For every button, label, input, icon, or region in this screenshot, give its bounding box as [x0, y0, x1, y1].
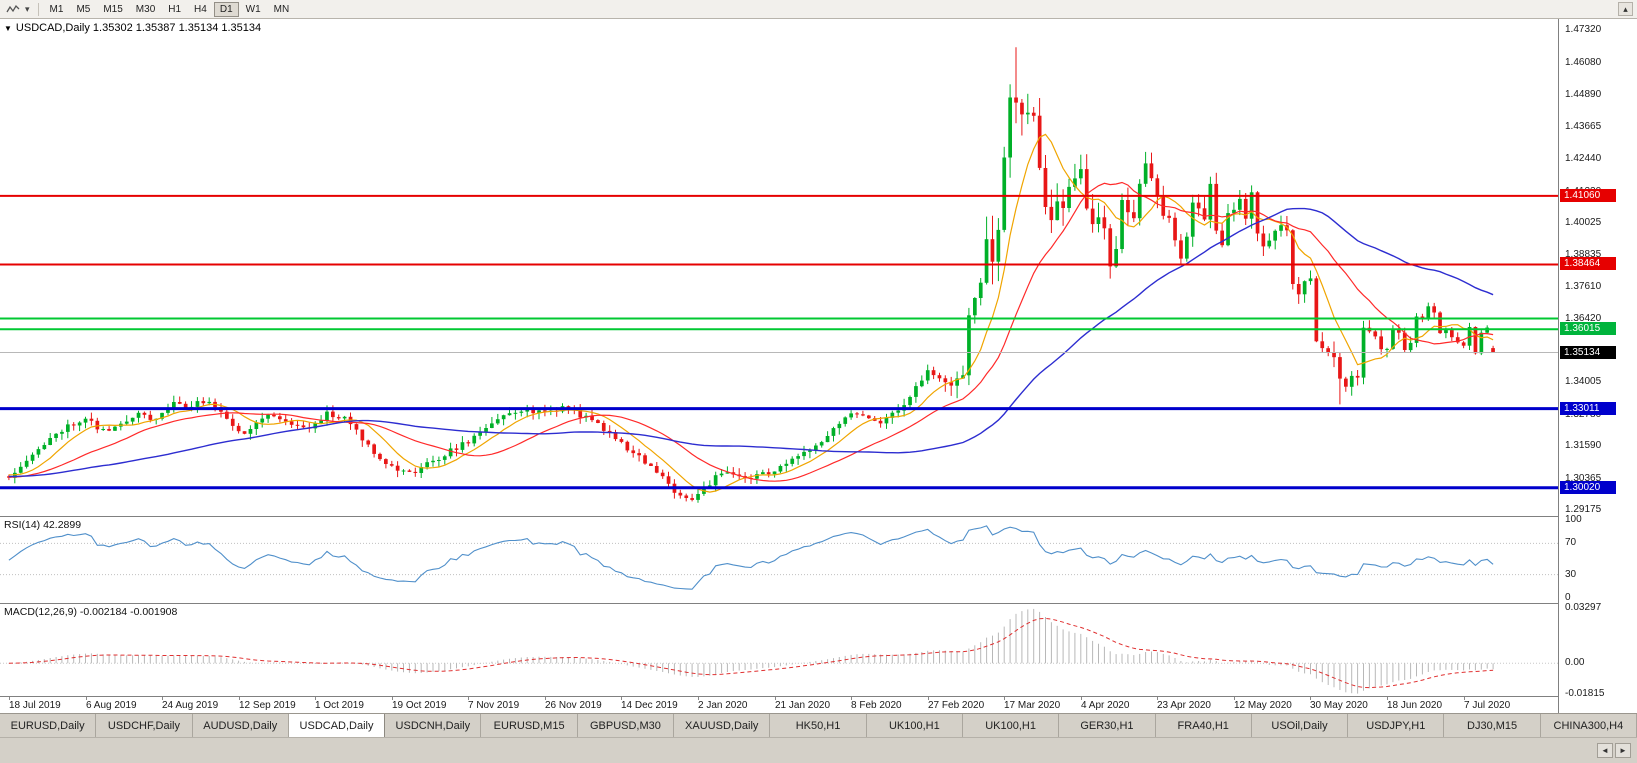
price-axis-tick: 1.42440 [1565, 153, 1602, 164]
chart-tab-audusd-daily[interactable]: AUDUSD,Daily [192, 714, 289, 737]
time-axis-label: 18 Jun 2020 [1387, 697, 1443, 711]
tab-scroll-right-button[interactable]: ► [1615, 743, 1631, 758]
price-axis-tick: 1.38835 [1565, 249, 1602, 260]
chart-line-icon[interactable] [4, 3, 22, 15]
price-badge-1.30020: 1.30020 [1560, 481, 1616, 494]
chart-area: ▼ USDCAD,Daily 1.35302 1.35387 1.35134 1.… [0, 19, 1637, 713]
chevron-down-icon[interactable]: ▾ [25, 3, 30, 14]
price-axis[interactable]: 1.473201.460801.448901.436651.424401.412… [1559, 19, 1637, 713]
price-axis-tick: 1.44890 [1565, 89, 1602, 100]
tab-scroll-left-button[interactable]: ◄ [1597, 743, 1613, 758]
chart-tab-usdcnh-daily[interactable]: USDCNH,Daily [385, 714, 482, 737]
time-axis-label: 12 May 2020 [1234, 697, 1292, 711]
price-badge-1.41060: 1.41060 [1560, 189, 1616, 202]
time-axis-label: 26 Nov 2019 [545, 697, 602, 711]
price-badge-1.35134: 1.35134 [1560, 346, 1616, 359]
time-axis-label: 18 Jul 2019 [9, 697, 61, 711]
macd-axis-tick: -0.01815 [1565, 688, 1605, 699]
chart-tab-gbpusd-m30[interactable]: GBPUSD,M30 [577, 714, 675, 737]
time-axis[interactable]: 18 Jul 2019 6 Aug 2019 24 Aug 2019 12 Sep 2… [0, 696, 1558, 713]
price-axis-tick: 1.37610 [1565, 281, 1602, 292]
time-axis-label: 30 May 2020 [1310, 697, 1368, 711]
rsi-axis-tick: 0 [1565, 592, 1571, 603]
price-axis-tick: 1.36420 [1565, 313, 1602, 324]
chart-tab-eurusd-daily[interactable]: EURUSD,Daily [0, 714, 97, 737]
price-axis-tick: 1.43665 [1565, 121, 1602, 132]
time-axis-label: 27 Feb 2020 [928, 697, 985, 711]
chart-tab-bar: EURUSD,Daily USDCHF,Daily AUDUSD,Daily USDC… [0, 713, 1637, 737]
timeframe-m1[interactable]: M1 [49, 3, 64, 15]
candlestick-chart[interactable] [0, 19, 1558, 516]
macd-label: MACD(12,26,9) -0.002184 -0.001908 [4, 606, 178, 618]
top-toolbar: ▾ M1 M5 M15 M30 H1 H4 D1 W1 MN ▴ [0, 0, 1637, 19]
macd-axis-tick: 0.03297 [1565, 602, 1602, 613]
time-axis-label: 17 Mar 2020 [1004, 697, 1061, 711]
chart-tab-usoil-daily[interactable]: USOil,Daily [1251, 714, 1349, 737]
chart-tab-dj30-m15[interactable]: DJ30,M15 [1444, 714, 1541, 737]
chart-tab-china300-h4[interactable]: CHINA300,H4 [1540, 714, 1637, 737]
macd-panel[interactable]: MACD(12,26,9) -0.002184 -0.001908 [0, 603, 1558, 696]
timeframe-h1[interactable]: H1 [168, 3, 182, 15]
chart-tab-eurusd-m15[interactable]: EURUSD,M15 [481, 714, 578, 737]
chart-tab-fra40-h1[interactable]: FRA40,H1 [1155, 714, 1252, 737]
rsi-chart[interactable] [0, 517, 1558, 603]
chart-panels: ▼ USDCAD,Daily 1.35302 1.35387 1.35134 1.… [0, 19, 1559, 713]
timeframe-h4[interactable]: H4 [194, 3, 207, 15]
time-axis-label: 4 Apr 2020 [1081, 697, 1130, 711]
chart-tab-usdchf-daily[interactable]: USDCHF,Daily [96, 714, 193, 737]
macd-chart[interactable] [0, 604, 1558, 696]
toolbar-separator [37, 2, 39, 16]
timeframe-buttons: M1 M5 M15 M30 H1 H4 D1 W1 MN [44, 1, 297, 17]
rsi-axis-tick: 30 [1565, 569, 1577, 580]
rsi-axis-tick: 70 [1565, 537, 1577, 548]
time-axis-label: 7 Nov 2019 [468, 697, 520, 711]
chart-tab-uk100-h1[interactable]: UK100,H1 [962, 714, 1060, 737]
price-chart-panel[interactable]: ▼ USDCAD,Daily 1.35302 1.35387 1.35134 1.… [0, 19, 1558, 516]
time-axis-label: 6 Aug 2019 [86, 697, 137, 711]
rsi-label: RSI(14) 42.2899 [4, 519, 82, 531]
price-axis-tick: 1.34005 [1565, 376, 1602, 387]
timeframe-w1[interactable]: W1 [245, 3, 261, 15]
collapse-toolbar-button[interactable]: ▴ [1618, 2, 1633, 16]
rsi-axis-tick: 100 [1565, 514, 1582, 525]
timeframe-mn[interactable]: MN [273, 3, 290, 15]
chart-tab-xauusd-daily[interactable]: XAUUSD,Daily [674, 714, 771, 737]
macd-axis-tick: 0.00 [1565, 657, 1585, 668]
time-axis-label: 12 Sep 2019 [239, 697, 296, 711]
timeframe-m30[interactable]: M30 [135, 3, 156, 15]
chart-tab-usdcad-daily[interactable]: USDCAD,Daily [288, 714, 386, 737]
chart-tab-uk100-h1[interactable]: UK100,H1 [866, 714, 963, 737]
chart-title: ▼ USDCAD,Daily 1.35302 1.35387 1.35134 1.… [4, 22, 261, 34]
price-badge-1.36015: 1.36015 [1560, 322, 1616, 335]
chart-tab-ger30-h1[interactable]: GER30,H1 [1059, 714, 1156, 737]
price-axis-tick: 1.30365 [1565, 473, 1602, 484]
price-axis-tick: 1.29175 [1565, 504, 1602, 515]
price-axis-tick: 1.31590 [1565, 440, 1602, 451]
time-axis-label: 19 Oct 2019 [392, 697, 447, 711]
timeframe-d1[interactable]: D1 [213, 1, 239, 17]
time-axis-label: 23 Apr 2020 [1157, 697, 1211, 711]
time-axis-label: 8 Feb 2020 [851, 697, 902, 711]
rsi-panel[interactable]: RSI(14) 42.2899 [0, 516, 1558, 603]
price-badge-1.33011: 1.33011 [1560, 402, 1616, 415]
time-axis-label: 24 Aug 2019 [162, 697, 219, 711]
time-axis-label: 1 Oct 2019 [315, 697, 364, 711]
time-axis-label: 14 Dec 2019 [621, 697, 678, 711]
chart-title-text: USDCAD,Daily 1.35302 1.35387 1.35134 1.3… [15, 22, 262, 34]
price-axis-tick: 1.47320 [1565, 24, 1602, 35]
time-axis-label: 21 Jan 2020 [775, 697, 831, 711]
chart-tab-usdjpy-h1[interactable]: USDJPY,H1 [1348, 714, 1445, 737]
timeframe-m15[interactable]: M15 [103, 3, 123, 15]
price-axis-tick: 1.40025 [1565, 217, 1602, 228]
price-axis-tick: 1.46080 [1565, 57, 1602, 68]
chart-tab-hk50-h1[interactable]: HK50,H1 [770, 714, 867, 737]
timeframe-m5[interactable]: M5 [76, 3, 91, 15]
collapse-chart-icon[interactable]: ▼ [4, 24, 12, 33]
bottom-scrollbar: ◄ ► [0, 737, 1637, 763]
time-axis-label: 2 Jan 2020 [698, 697, 748, 711]
time-axis-label: 7 Jul 2020 [1464, 697, 1511, 711]
price-badge-1.38464: 1.38464 [1560, 257, 1616, 270]
